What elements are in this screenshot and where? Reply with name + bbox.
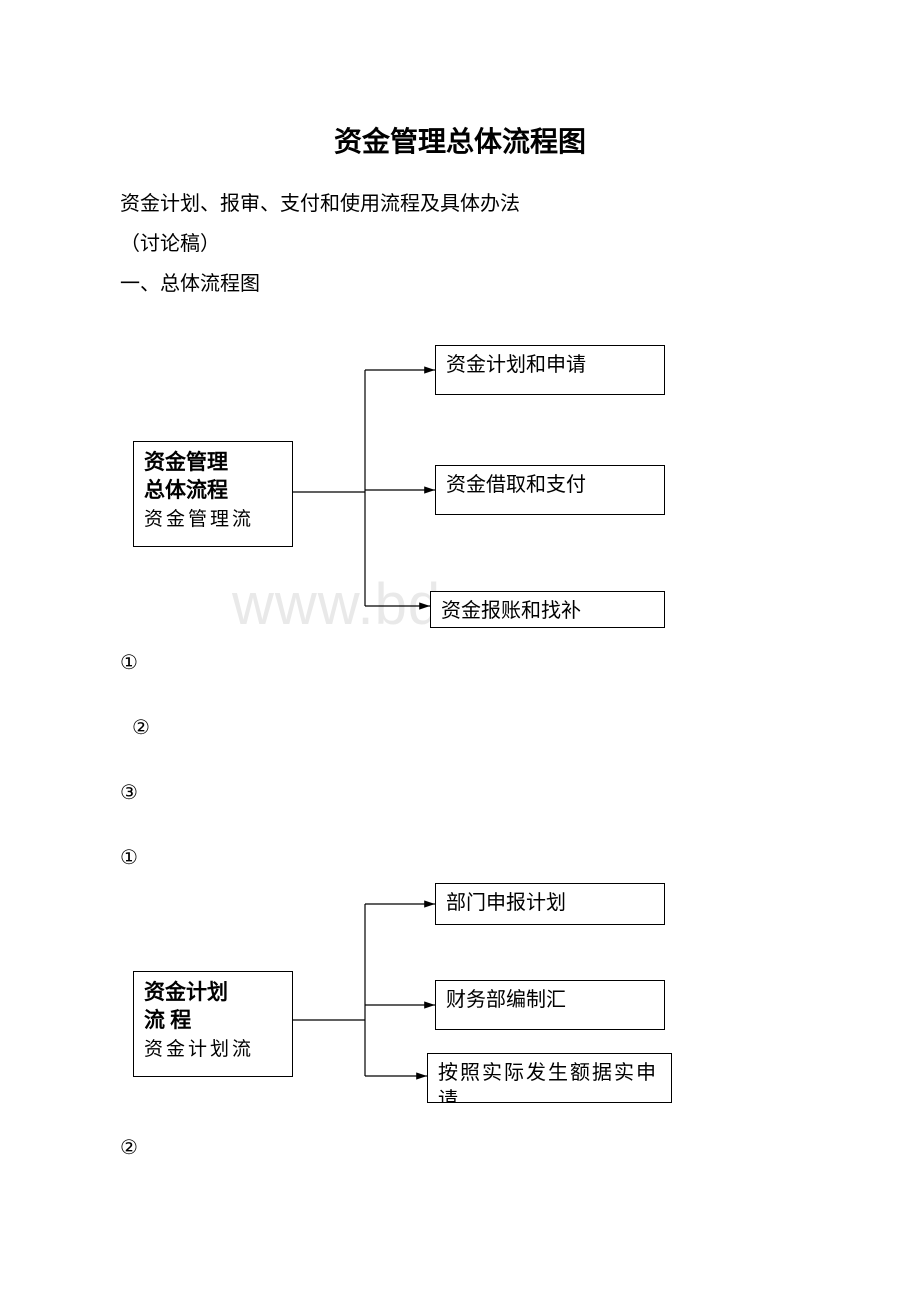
intro-line-1: 资金计划、报审、支付和使用流程及具体办法 [120, 185, 800, 223]
numbered-list-1: ① ② ③ ① [120, 653, 800, 868]
flowchart-2-node-3: 按照实际发生额据实申请 [427, 1053, 672, 1103]
flowchart-1-source-box: 资金管理 总体流程 资金管理流 [133, 441, 293, 547]
source-subtitle: 资金管理流 [144, 507, 284, 533]
source2-subtitle: 资金计划流 [144, 1037, 284, 1063]
flowchart-2-node-1: 部门申报计划 [435, 883, 665, 925]
source-title-line1: 资金管理 [144, 448, 284, 476]
document-page: 资金管理总体流程图 资金计划、报审、支付和使用流程及具体办法 （讨论稿） 一、总… [0, 0, 920, 1243]
numbered-list-2: ② [120, 1138, 800, 1158]
intro-line-3: 一、总体流程图 [120, 265, 800, 303]
circled-number-3: ③ [120, 783, 800, 803]
page-title: 资金管理总体流程图 [120, 120, 800, 160]
flowchart-1-node-1: 资金计划和申请 [435, 345, 665, 395]
circled-number-5: ② [120, 1138, 800, 1158]
circled-number-2: ② [132, 718, 800, 738]
flowchart-1: www.bdocx.com 资金管理 总体流程 资金管理流 资金计划和申请 资金… [120, 323, 800, 643]
flowchart-2-source-box: 资金计划 流 程 资金计划流 [133, 971, 293, 1077]
intro-line-2: （讨论稿） [120, 225, 800, 263]
flowchart-1-node-2: 资金借取和支付 [435, 465, 665, 515]
circled-number-1: ① [120, 653, 800, 673]
source2-title-line2: 流 程 [144, 1006, 284, 1034]
flowchart-1-node-3: 资金报账和找补 [430, 591, 665, 628]
circled-number-4: ① [120, 848, 800, 868]
flowchart-2-node-2: 财务部编制汇 [435, 980, 665, 1030]
source-title-line2: 总体流程 [144, 476, 284, 504]
source2-title-line1: 资金计划 [144, 978, 284, 1006]
flowchart-2: 资金计划 流 程 资金计划流 部门申报计划 财务部编制汇 按照实际发生额据实申请 [120, 883, 800, 1133]
